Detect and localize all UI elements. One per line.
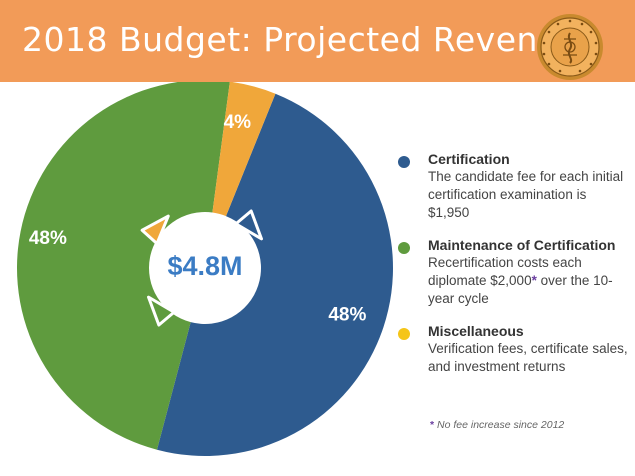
cycle-arrow-icon [147,295,176,327]
pie-slice-miscellaneous [212,82,276,217]
legend-dot-certification [398,156,410,168]
legend-desc: Recertification costs each diplomate $2,… [428,254,630,308]
slice-value-label: 48% [328,304,366,325]
pie-slice-certification [156,93,393,456]
legend-title: Miscellaneous [428,323,524,339]
legend-desc: Verification fees, certificate sales, an… [428,341,628,374]
header-banner: 2018 Budget: Projected Revenue [0,0,635,82]
pie-slice-maintenance-of-certification [17,82,230,450]
asterisk-marker: * [430,419,435,431]
asterisk-marker: * [531,273,537,288]
legend-desc: The candidate fee for each initial certi… [428,169,624,220]
legend-item-certification: Certification The candidate fee for each… [398,150,630,222]
page-title: 2018 Budget: Projected Revenue [22,20,581,59]
legend-title: Certification [428,151,510,167]
slice-value-label: 48% [29,228,67,249]
seal-logo-icon [537,14,603,80]
legend-dot-miscellaneous [398,328,410,340]
legend-title: Maintenance of Certification [428,237,616,253]
legend-item-maintenance: Maintenance of Certification Recertifica… [398,236,630,308]
legend-dot-maintenance [398,242,410,254]
footnote: * No fee increase since 2012 [430,419,564,431]
legend-desc-text: over the 10-year cycle [428,273,613,306]
legend-item-miscellaneous: Miscellaneous Verification fees, certifi… [398,322,630,376]
center-total-label: $4.8M [167,251,242,281]
footnote-text: No fee increase since 2012 [434,419,565,431]
slice-value-label: 4% [224,112,252,133]
cycle-arrow-icon [140,214,170,246]
legend-desc-text: Recertification costs each diplomate $2,… [428,255,582,288]
chart-legend: Certification The candidate fee for each… [398,150,630,390]
cycle-arrow-icon [234,209,263,241]
revenue-donut-chart: 48% 48% 4% $4.8M [17,82,393,456]
